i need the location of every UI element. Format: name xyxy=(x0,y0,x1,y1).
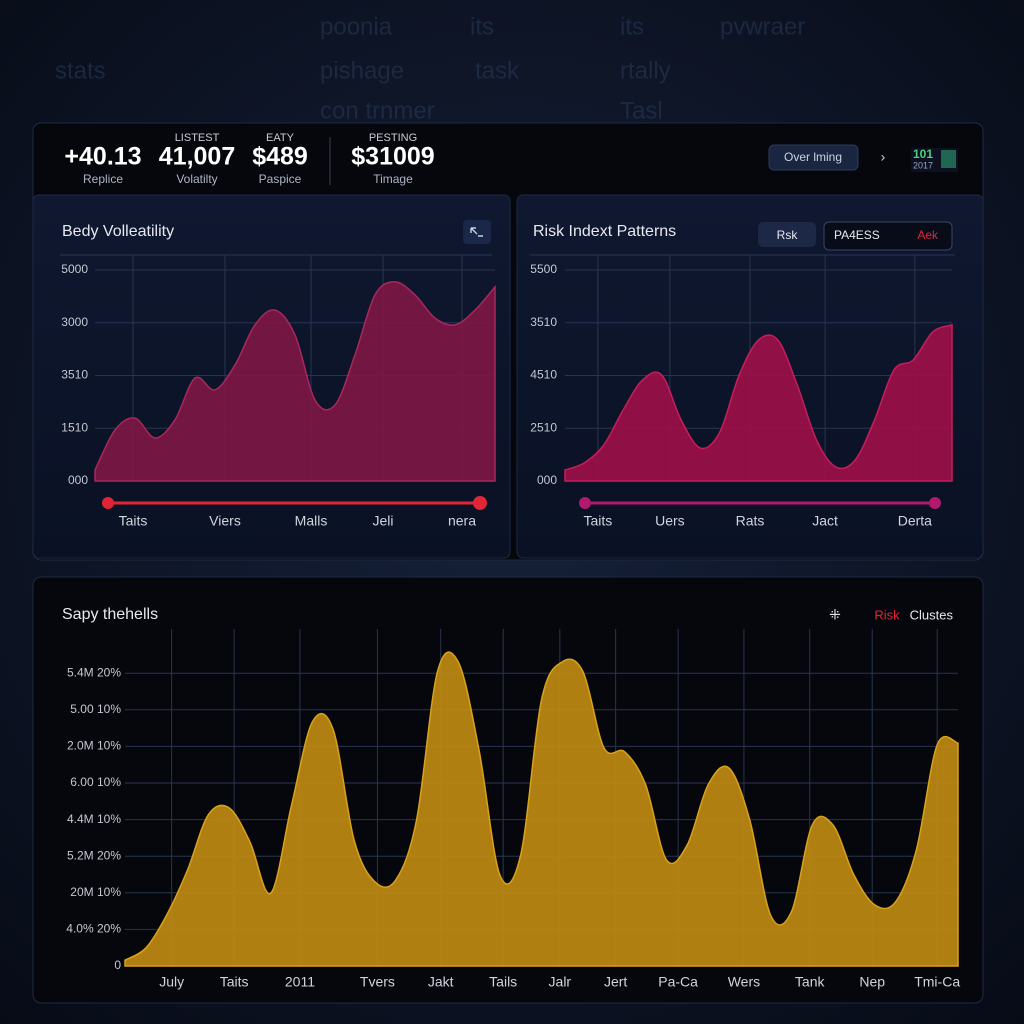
x-tick-label: Tmi-Ca xyxy=(914,974,960,990)
legend-label[interactable]: Clustes xyxy=(910,607,954,622)
x-tick-label: Pa-Ca xyxy=(658,974,698,990)
background-word: its xyxy=(470,13,494,40)
stat-label: Paspice xyxy=(259,172,302,186)
background-word: pvwraer xyxy=(720,13,805,40)
area xyxy=(124,651,959,967)
x-tick-label: Tvers xyxy=(360,974,395,990)
chart-title: Risk Indext Patterns xyxy=(533,223,676,240)
y-tick-label: 3000 xyxy=(61,315,88,329)
background-word: pishage xyxy=(320,57,404,84)
y-tick-label: 000 xyxy=(68,473,88,487)
y-tick-label: 20M 10% xyxy=(70,885,121,899)
slider-handle[interactable] xyxy=(579,497,591,509)
stat-caption: EATY xyxy=(266,132,295,144)
background-word: Tasl xyxy=(620,97,663,124)
risk-button[interactable] xyxy=(758,222,816,247)
stat-label: Timage xyxy=(373,172,413,186)
slider-handle[interactable] xyxy=(929,497,941,509)
x-tick-label: Tank xyxy=(795,974,826,990)
charts: +40.13RepliceLISTEST41,007VolatiltyEATY$… xyxy=(61,132,960,990)
background-word: rtally xyxy=(620,57,671,84)
slider-handle[interactable] xyxy=(473,496,487,510)
y-tick-label: 2510 xyxy=(530,420,557,434)
chart: Risk Indext Patterns 000 2510 4510 3510 5500 T… xyxy=(530,223,953,529)
y-tick-label: 4510 xyxy=(530,368,557,382)
chart-title: Bedy Volleatility xyxy=(62,223,174,240)
x-tick-label: 2011 xyxy=(285,974,315,990)
stat-value: 41,007 xyxy=(159,143,235,171)
y-tick-label: 5.00 10% xyxy=(70,702,121,716)
logo-icon xyxy=(941,150,956,168)
move-icon[interactable]: ⁜ xyxy=(829,607,841,623)
chart: Bedy Volleatility 000 1510 3510 3000 5000 Tait… xyxy=(61,223,496,529)
stat-label: Volatilty xyxy=(176,172,217,186)
y-tick-label: 0 xyxy=(114,958,121,972)
chevron[interactable]: › xyxy=(881,149,886,165)
x-tick-label: nera xyxy=(448,513,476,529)
x-tick-label: Tails xyxy=(489,974,517,990)
logo-bottom: 2017 xyxy=(913,160,933,170)
overview-button-label[interactable]: Over lming xyxy=(784,150,842,164)
stat-caption: LISTEST xyxy=(175,132,220,144)
x-tick-label: Taits xyxy=(583,513,612,529)
y-tick-label: 5.4M 20% xyxy=(67,665,121,679)
area xyxy=(94,281,496,482)
background-word: its xyxy=(620,13,644,40)
control-label[interactable]: Aek xyxy=(917,228,939,242)
x-tick-label: Taits xyxy=(220,974,249,990)
y-tick-label: 5000 xyxy=(61,262,88,276)
background-word: task xyxy=(475,57,520,84)
legend-label[interactable]: Risk xyxy=(874,607,900,622)
y-tick-label: 5.2M 20% xyxy=(67,848,121,862)
x-tick-label: Jert xyxy=(604,974,627,990)
y-tick-label: 3510 xyxy=(61,368,88,382)
x-tick-label: Rats xyxy=(736,513,765,529)
stat-value: $31009 xyxy=(351,143,434,171)
stat-value: +40.13 xyxy=(64,143,141,171)
y-tick-label: 000 xyxy=(537,473,557,487)
background-word: con trnmer xyxy=(320,97,435,124)
x-tick-label: Taits xyxy=(119,513,148,529)
x-tick-label: Jalr xyxy=(549,974,572,990)
background-word: poonia xyxy=(320,13,393,40)
expand-icon[interactable] xyxy=(470,227,483,237)
chart: Sapy thehells 0 4.0% 20% 20M 10% 5.2M 20% 4.4… xyxy=(62,606,960,989)
background-words: poonia its its pvwraer stats pishage task rtall… xyxy=(55,13,805,124)
y-tick-label: 2.0M 10% xyxy=(67,739,121,753)
x-tick-label: Malls xyxy=(295,513,328,529)
x-tick-label: Jact xyxy=(812,513,838,529)
background-word: stats xyxy=(55,57,106,84)
x-tick-label: July xyxy=(159,974,184,990)
chart-title: Sapy thehells xyxy=(62,606,158,623)
y-tick-label: 4.4M 10% xyxy=(67,812,121,826)
y-tick-label: 1510 xyxy=(61,420,88,434)
logo-top: 101 xyxy=(913,147,933,161)
stat-label: Replice xyxy=(83,172,123,186)
control-label[interactable]: PA4ESS xyxy=(834,228,880,242)
stat-value: $489 xyxy=(252,143,308,171)
filter-box[interactable] xyxy=(823,221,953,251)
x-tick-label: Wers xyxy=(728,974,760,990)
x-tick-label: Jakt xyxy=(428,974,454,990)
y-tick-label: 4.0% 20% xyxy=(66,922,121,936)
y-tick-label: 5500 xyxy=(530,262,557,276)
y-tick-label: 3510 xyxy=(530,315,557,329)
x-tick-label: Uers xyxy=(655,513,685,529)
overview-button[interactable] xyxy=(768,144,859,171)
stat-caption: PESTING xyxy=(369,132,417,144)
x-tick-label: Jeli xyxy=(372,513,393,529)
expand-button[interactable] xyxy=(463,220,491,244)
y-tick-label: 6.00 10% xyxy=(70,775,121,789)
slider-handle[interactable] xyxy=(102,497,114,509)
x-tick-label: Nep xyxy=(859,974,885,990)
area xyxy=(564,323,953,482)
control-label[interactable]: Rsk xyxy=(777,228,799,242)
x-tick-label: Derta xyxy=(898,513,932,529)
x-tick-label: Viers xyxy=(209,513,241,529)
